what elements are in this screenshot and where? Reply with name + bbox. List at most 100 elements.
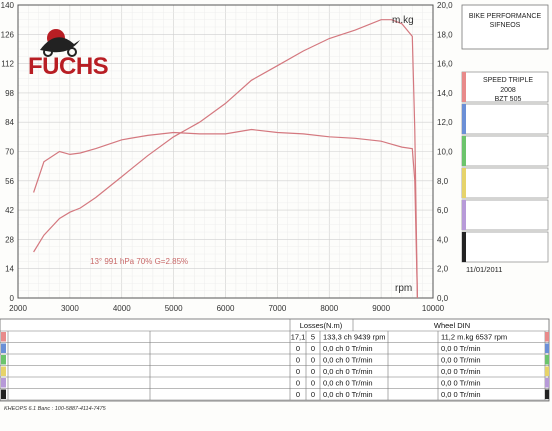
y-left-tick-label: 70 bbox=[5, 148, 14, 157]
info-panel: BIKE PERFORMANCE SIFNEOS SPEED TRIPLE 20… bbox=[461, 4, 549, 274]
curves bbox=[33, 19, 418, 299]
y-left-tick-label: 98 bbox=[5, 89, 14, 98]
row-color-right bbox=[545, 343, 549, 353]
x-axis-label: rpm bbox=[395, 283, 412, 294]
y-left-tick-labels: 0 14 28 42 56 70 84 98 112 126 140 bbox=[1, 1, 15, 303]
vehicle-box-5 bbox=[461, 199, 549, 231]
losses-value-2: 5 bbox=[311, 333, 315, 342]
conditions-annotation: 13° 991 hPa 70% G=2.85% bbox=[90, 257, 188, 266]
vehicle-plate: BZT 505 bbox=[495, 96, 522, 103]
y-left-tick-label: 84 bbox=[5, 118, 14, 127]
plot-frame bbox=[17, 4, 434, 299]
power-value: 0,0 ch 0 Tr/min bbox=[323, 344, 373, 353]
vehicle-box-color-5 bbox=[462, 200, 466, 230]
losses-value-2: 0 bbox=[311, 379, 315, 388]
x-tick-label: 8000 bbox=[320, 304, 338, 313]
x-tick-label: 2000 bbox=[9, 304, 27, 313]
losses-header: Losses(N.m) bbox=[300, 321, 343, 330]
row-color-right bbox=[545, 389, 549, 399]
vehicle-box-4 bbox=[461, 167, 549, 199]
row-color-right bbox=[545, 378, 549, 388]
x-tick-label: 6000 bbox=[217, 304, 235, 313]
losses-value-1: 0 bbox=[296, 390, 300, 399]
footer-bench-info: KHEOPS 6.1 Banc : 100-5887-4114-7475 bbox=[4, 406, 107, 412]
row-color-left bbox=[1, 332, 6, 342]
torque-value: 0,0 0 Tr/min bbox=[441, 344, 481, 353]
y-right-tick-label: 16,0 bbox=[437, 60, 453, 69]
y-left-tick-label: 56 bbox=[5, 177, 14, 186]
y-right-tick-labels: 0,0 2,0 4,0 6,0 8,0 10,0 12,0 14,0 16,0 18,0 20,0 bbox=[437, 1, 453, 303]
header-line-2: SIFNEOS bbox=[490, 22, 521, 29]
y-right-tick-label: 0,0 bbox=[437, 294, 449, 303]
losses-value-2: 0 bbox=[311, 356, 315, 365]
power-value: 133,3 ch 9439 rpm bbox=[323, 333, 386, 342]
losses-value-1: 0 bbox=[296, 379, 300, 388]
torque-value: 0,0 0 Tr/min bbox=[441, 379, 481, 388]
row-color-left bbox=[1, 378, 6, 388]
y-right-tick-label: 14,0 bbox=[437, 89, 453, 98]
torque-value: 0,0 0 Tr/min bbox=[441, 390, 481, 399]
power-value: 0,0 ch 0 Tr/min bbox=[323, 379, 373, 388]
header-line-1: BIKE PERFORMANCE bbox=[469, 13, 542, 20]
fuchs-logo: FUCHS bbox=[28, 29, 109, 80]
torque-curve bbox=[33, 128, 418, 299]
x-tick-label: 7000 bbox=[268, 304, 286, 313]
vehicle-year: 2008 bbox=[500, 87, 516, 94]
vehicle-box-color-4 bbox=[462, 168, 466, 198]
y-right-tick-label: 4,0 bbox=[437, 235, 449, 244]
vehicle-box-color-3 bbox=[462, 136, 466, 166]
x-tick-label: 3000 bbox=[61, 304, 79, 313]
row-color-right bbox=[545, 366, 549, 376]
y-left-tick-label: 28 bbox=[5, 235, 14, 244]
vehicle-box-color-1 bbox=[462, 72, 466, 102]
power-value: 0,0 ch 0 Tr/min bbox=[323, 390, 373, 399]
losses-value-1: 0 bbox=[296, 356, 300, 365]
vehicle-box-3 bbox=[461, 135, 549, 167]
x-tick-label: 10000 bbox=[422, 304, 445, 313]
row-color-left bbox=[1, 389, 6, 399]
losses-value-2: 0 bbox=[311, 344, 315, 353]
y-right-tick-label: 12,0 bbox=[437, 118, 453, 127]
torque-value: 11,2 m.kg 6537 rpm bbox=[441, 333, 507, 342]
vehicle-model: SPEED TRIPLE bbox=[483, 77, 533, 84]
losses-value-2: 0 bbox=[311, 390, 315, 399]
y-right-tick-label: 20,0 bbox=[437, 1, 453, 10]
losses-value-1: 0 bbox=[296, 367, 300, 376]
table-rows: 17,1 5 133,3 ch 9439 rpm 11,2 m.kg 6537 rpm… bbox=[1, 332, 549, 399]
row-color-right bbox=[545, 332, 549, 342]
vehicle-box-color-6 bbox=[462, 232, 466, 262]
row-color-right bbox=[545, 355, 549, 365]
losses-value-1: 0 bbox=[296, 344, 300, 353]
x-tick-label: 9000 bbox=[372, 304, 390, 313]
vehicle-box-6 bbox=[461, 231, 549, 263]
results-table: Losses(N.m) Wheel DIN 17,1 5 133,3 ch 9439… bbox=[0, 318, 550, 402]
y-right-tick-label: 8,0 bbox=[437, 177, 449, 186]
row-color-left bbox=[1, 366, 6, 376]
power-value: 0,0 ch 0 Tr/min bbox=[323, 367, 373, 376]
vehicle-box-2 bbox=[461, 103, 549, 135]
y-left-tick-label: 112 bbox=[1, 60, 14, 69]
power-value: 0,0 ch 0 Tr/min bbox=[323, 356, 373, 365]
logo-brand-text: FUCHS bbox=[28, 53, 109, 80]
y-left-tick-label: 126 bbox=[1, 30, 15, 39]
losses-value-2: 0 bbox=[311, 367, 315, 376]
session-date: 11/01/2011 bbox=[466, 265, 502, 274]
torque-value: 0,0 0 Tr/min bbox=[441, 356, 481, 365]
vehicle-box-1 bbox=[461, 71, 549, 103]
wheel-header: Wheel DIN bbox=[434, 321, 470, 330]
x-tick-label: 4000 bbox=[113, 304, 131, 313]
torque-curve-label: m.kg bbox=[392, 15, 414, 26]
y-left-tick-label: 140 bbox=[1, 1, 15, 10]
vehicle-box-color-2 bbox=[462, 104, 466, 134]
y-left-tick-label: 42 bbox=[5, 206, 14, 215]
table-grid-lines bbox=[0, 319, 549, 401]
y-left-tick-label: 14 bbox=[5, 265, 14, 274]
row-color-left bbox=[1, 355, 6, 365]
row-color-left bbox=[1, 343, 6, 353]
torque-value: 0,0 0 Tr/min bbox=[441, 367, 481, 376]
y-left-tick-label: 0 bbox=[10, 294, 15, 303]
x-tick-labels: 2000 3000 4000 5000 6000 7000 8000 9000 10000 bbox=[9, 304, 445, 313]
y-right-tick-label: 6,0 bbox=[437, 206, 449, 215]
x-tick-label: 5000 bbox=[165, 304, 183, 313]
